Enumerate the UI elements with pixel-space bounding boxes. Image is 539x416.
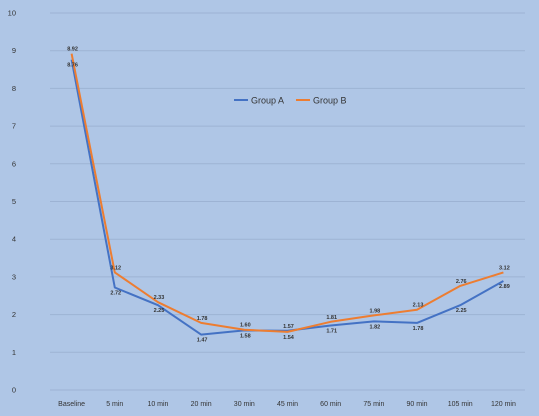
y-tick-label: 4 [12, 235, 16, 244]
y-tick-label: 6 [12, 159, 16, 168]
data-label: 1.78 [413, 326, 424, 332]
data-label: 2.25 [154, 308, 165, 314]
y-tick-label: 3 [12, 272, 16, 281]
data-label: 3.12 [110, 265, 121, 271]
x-tick-label: 90 min [407, 401, 428, 408]
data-label: 1.82 [370, 324, 381, 330]
data-label: 1.81 [326, 315, 337, 321]
data-label: 1.58 [240, 333, 251, 339]
data-label: 1.57 [283, 324, 294, 330]
data-label: 1.71 [326, 329, 337, 335]
x-tick-label: 120 min [491, 401, 516, 408]
data-label: 1.54 [283, 335, 295, 341]
data-label: 8.92 [67, 47, 78, 53]
x-tick-label: 75 min [363, 401, 384, 408]
data-label: 2.72 [110, 290, 121, 296]
x-tick-label: 60 min [320, 401, 341, 408]
legend-label: Group B [313, 96, 347, 106]
data-label: 1.98 [370, 308, 381, 314]
y-tick-label: 0 [12, 386, 16, 395]
series-line-group-a [70, 59, 504, 336]
x-tick-label: 10 min [147, 401, 168, 408]
data-labels: 8.76 2.72 2.25 1.47 1.58 1.57 1.71 1.82 1.78 2.25… [67, 47, 510, 344]
y-axis: 0 1 2 3 4 5 6 7 8 9 10 [8, 9, 16, 395]
legend: Group A Group B [234, 96, 347, 106]
data-label: 1.60 [240, 323, 251, 329]
y-tick-label: 1 [12, 348, 16, 357]
x-tick-label: 105 min [448, 401, 473, 408]
data-label: 2.89 [499, 284, 510, 290]
data-label: 2.76 [456, 279, 467, 285]
x-tick-label: 20 min [191, 401, 212, 408]
data-label: 2.25 [456, 308, 467, 314]
series-lines [70, 53, 504, 336]
series-line-group-b [70, 53, 504, 333]
y-tick-label: 9 [12, 46, 16, 55]
data-label: 1.47 [197, 338, 208, 344]
x-tick-label: Baseline [58, 401, 85, 408]
data-label: 8.76 [67, 63, 78, 69]
y-tick-label: 8 [12, 84, 16, 93]
y-tick-label: 5 [12, 197, 16, 206]
y-tick-label: 2 [12, 310, 16, 319]
y-tick-label: 7 [12, 122, 16, 131]
data-label: 2.33 [154, 295, 165, 301]
data-label: 3.12 [499, 265, 510, 271]
x-tick-label: 5 min [106, 401, 123, 408]
y-tick-label: 10 [8, 9, 16, 18]
grid-lines [50, 12, 525, 391]
x-tick-label: 45 min [277, 401, 298, 408]
x-axis: Baseline 5 min 10 min 20 min 30 min 45 min 60 … [58, 401, 516, 408]
legend-label: Group A [251, 96, 284, 106]
x-tick-label: 30 min [234, 401, 255, 408]
data-label: 2.13 [413, 303, 424, 309]
data-label: 1.78 [197, 316, 208, 322]
